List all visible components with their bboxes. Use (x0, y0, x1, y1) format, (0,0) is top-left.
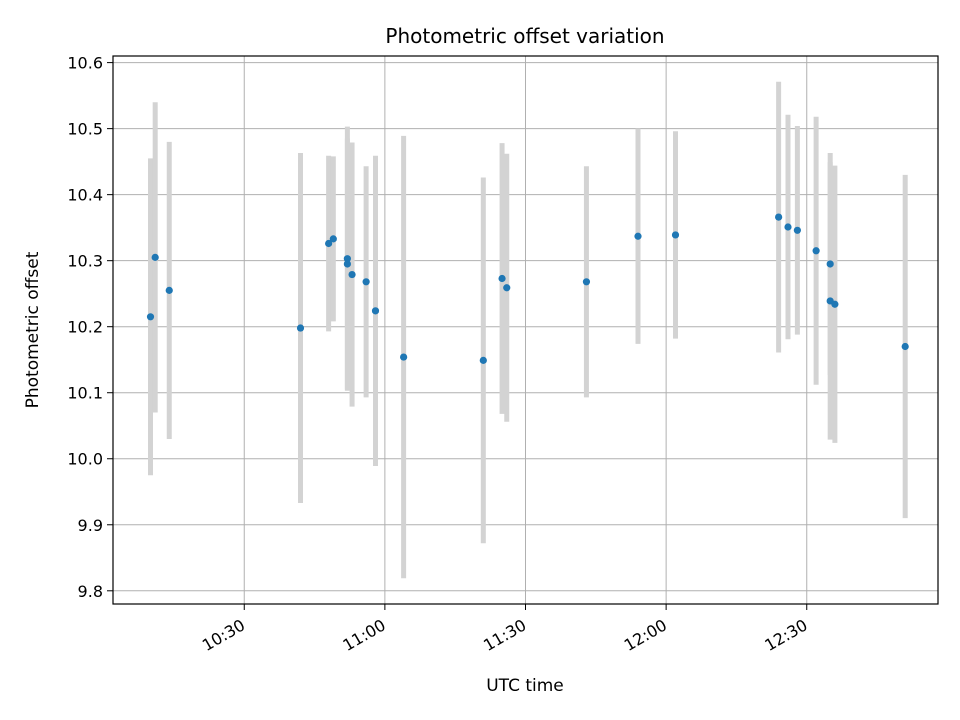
data-point (329, 235, 337, 243)
x-tick-label: 10:30 (199, 615, 248, 655)
y-tick-label: 10.1 (67, 384, 103, 403)
data-point (812, 247, 820, 255)
data-point (503, 284, 511, 292)
data-point (146, 313, 155, 321)
data-point (775, 213, 783, 221)
data-point (343, 260, 351, 268)
x-tick-label: 11:00 (339, 615, 388, 655)
data-point (165, 286, 173, 294)
data-point (343, 255, 351, 263)
x-axis-ticks: 10:30 11:00 11:30 12:00 12:30 (199, 604, 811, 655)
y-tick-label: 9.9 (78, 516, 103, 535)
data-point (582, 278, 591, 286)
y-tick-label: 10.6 (67, 54, 103, 73)
data-point (296, 324, 305, 332)
x-axis-label: UTC time (486, 676, 564, 696)
y-tick-label: 10.5 (67, 120, 103, 139)
data-point (901, 342, 909, 351)
y-axis-ticks: 9.8 9.9 10.0 10.1 10.2 10.3 10.4 10.5 10.6 (67, 54, 113, 601)
data-point (793, 226, 801, 234)
y-tick-label: 10.2 (67, 318, 103, 337)
data-point (151, 253, 159, 261)
y-tick-label: 10.0 (67, 450, 103, 469)
x-tick-label: 11:30 (480, 615, 529, 655)
data-point (479, 356, 487, 364)
data-point (348, 270, 356, 279)
x-tick-label: 12:30 (761, 615, 810, 655)
data-point (371, 307, 380, 315)
data-point (826, 260, 834, 268)
error-bars (148, 81, 908, 579)
y-tick-label: 9.8 (78, 582, 103, 601)
y-tick-label: 10.4 (67, 186, 103, 205)
data-points (146, 213, 909, 364)
data-point (784, 223, 792, 231)
y-axis-label: Photometric offset (23, 251, 43, 408)
data-point (634, 232, 642, 240)
y-tick-label: 10.3 (67, 252, 103, 271)
grid-lines (113, 56, 938, 604)
data-point (498, 274, 506, 283)
data-point (325, 239, 333, 248)
data-point (362, 278, 370, 286)
data-point (831, 300, 839, 308)
data-point (671, 231, 680, 239)
chart-title: Photometric offset variation (385, 24, 664, 48)
x-tick-label: 12:00 (621, 615, 670, 655)
data-point (400, 353, 408, 361)
